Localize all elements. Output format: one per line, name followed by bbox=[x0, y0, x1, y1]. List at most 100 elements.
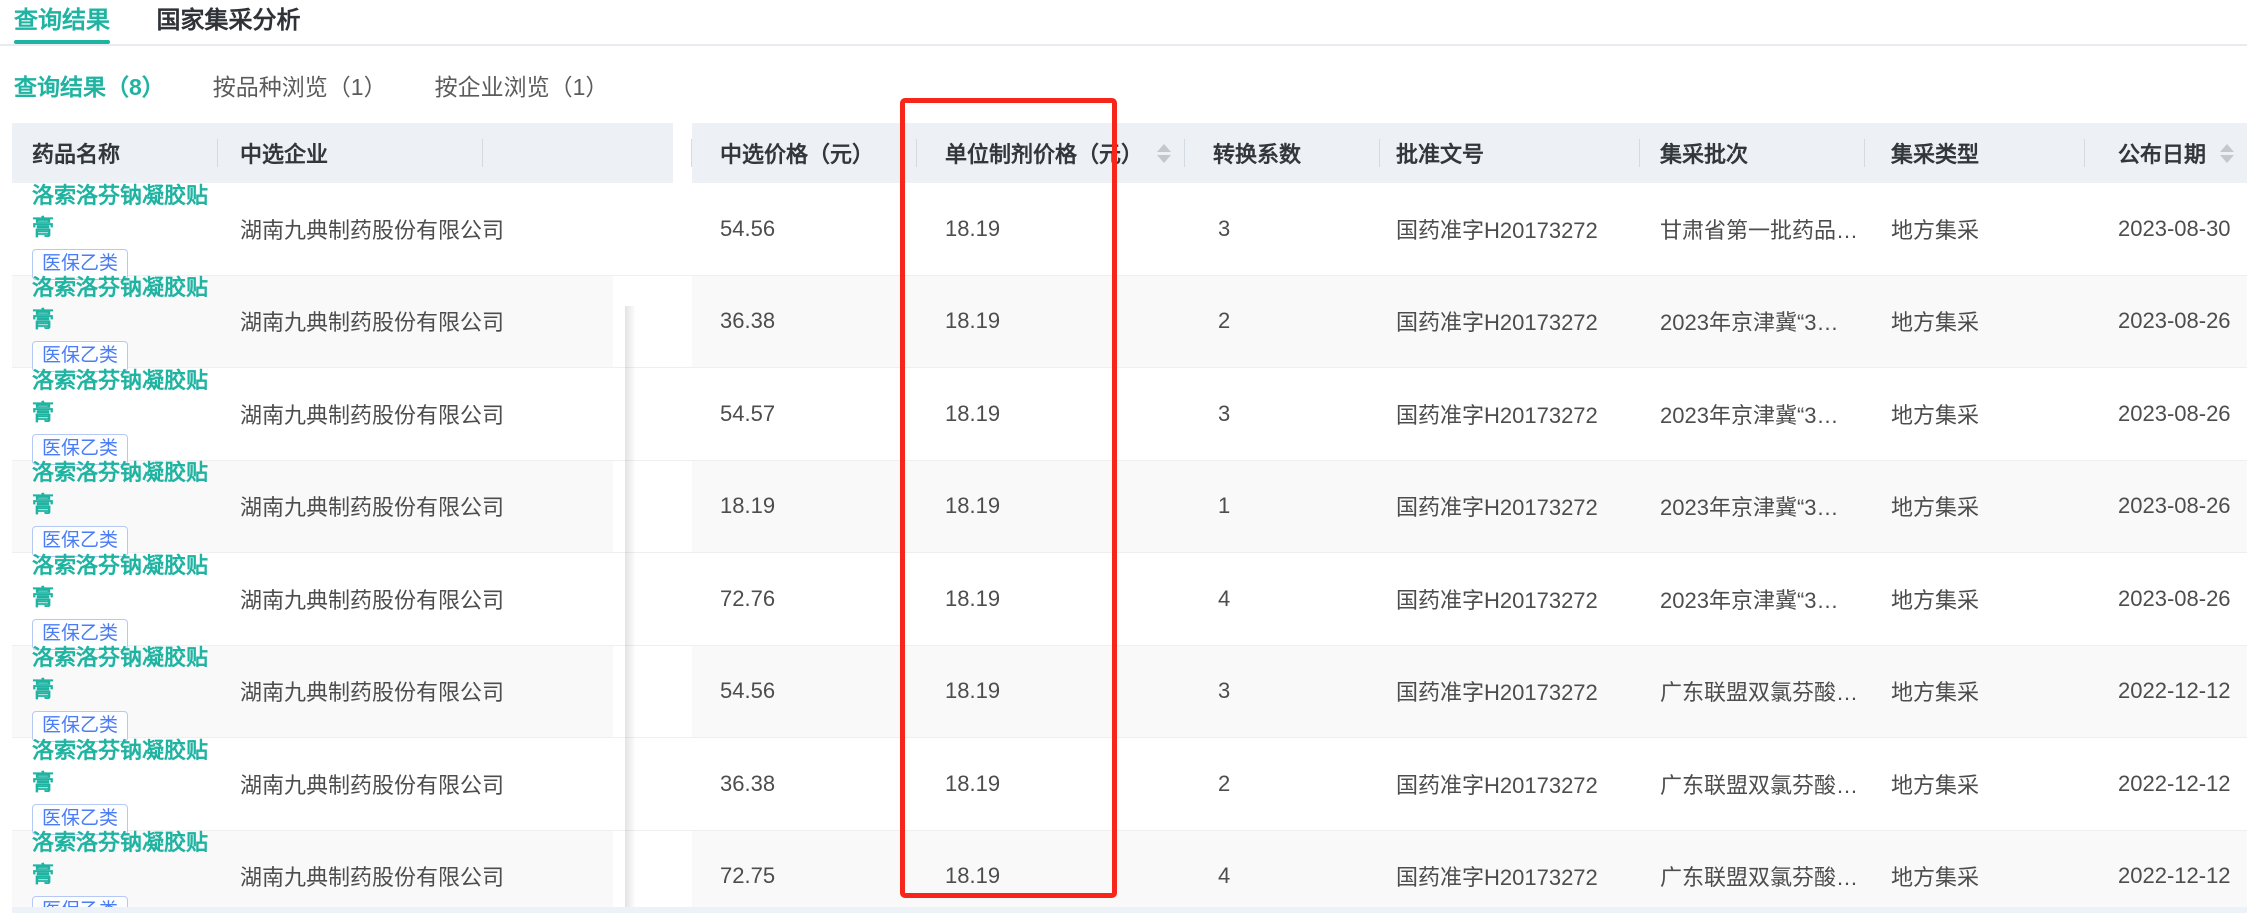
drug-name-link[interactable]: 洛索洛芬钠凝胶贴膏 bbox=[32, 737, 209, 795]
drug-name-link[interactable]: 洛索洛芬钠凝胶贴膏 bbox=[32, 275, 209, 333]
drug-name-cell: 洛索洛芬钠凝胶贴膏 医保乙类 bbox=[12, 183, 218, 280]
drug-name-cell: 洛索洛芬钠凝胶贴膏 医保乙类 bbox=[12, 645, 218, 743]
winning-price-cell: 54.56 bbox=[720, 215, 776, 241]
tab-query-results[interactable]: 查询结果 bbox=[14, 0, 110, 44]
drug-name-link[interactable]: 洛索洛芬钠凝胶贴膏 bbox=[32, 645, 209, 703]
approval-number-cell: 国药准字H20173272 bbox=[1396, 402, 1598, 428]
conversion-factor-cell: 4 bbox=[1218, 863, 1231, 889]
procurement-type-cell: 地方集采 bbox=[1891, 217, 1980, 243]
col-header-unit-dosage-price[interactable]: 单位制剂价格（元） bbox=[917, 123, 1185, 183]
header-filler bbox=[483, 123, 613, 183]
col-header-procurement-batch: 集采批次 bbox=[1640, 123, 1865, 183]
winning-price-cell: 18.19 bbox=[720, 493, 776, 519]
insurance-class-badge: 医保乙类 bbox=[32, 341, 129, 373]
scroll-gap-cell bbox=[613, 460, 692, 552]
subtab-browse-by-variety[interactable]: 按品种浏览（1） bbox=[212, 73, 387, 100]
winning-company-cell: 湖南九典制药股份有限公司 bbox=[240, 680, 505, 706]
publish-date-cell: 2023-08-26 bbox=[2118, 400, 2231, 426]
approval-number-cell: 国药准字H20173272 bbox=[1396, 680, 1598, 706]
unit-dosage-price-cell: 18.19 bbox=[945, 215, 1001, 241]
unit-dosage-price-cell: 18.19 bbox=[945, 863, 1001, 889]
subtab-query-results[interactable]: 查询结果（8） bbox=[14, 73, 165, 100]
drug-name-link[interactable]: 洛索洛芬钠凝胶贴膏 bbox=[32, 183, 209, 240]
insurance-class-badge: 医保乙类 bbox=[32, 618, 129, 650]
sort-control-unit-price[interactable] bbox=[1157, 143, 1172, 163]
drug-name-cell: 洛索洛芬钠凝胶贴膏 医保乙类 bbox=[12, 553, 218, 650]
scroll-gap-cell bbox=[613, 275, 692, 367]
approval-number-cell: 国药准字H20173272 bbox=[1396, 310, 1598, 336]
tab-national-procurement-analysis[interactable]: 国家集采分析 bbox=[156, 7, 301, 34]
drug-name-link[interactable]: 洛索洛芬钠凝胶贴膏 bbox=[32, 830, 209, 888]
approval-number-cell: 国药准字H20173272 bbox=[1396, 865, 1598, 891]
col-header-winning-price: 中选价格（元） bbox=[692, 123, 917, 183]
procurement-batch-cell: 2023年京津冀“3… bbox=[1660, 587, 1839, 613]
procurement-type-cell: 地方集采 bbox=[1891, 865, 1980, 891]
insurance-class-badge: 医保乙类 bbox=[32, 803, 129, 835]
caret-down-icon bbox=[1157, 154, 1172, 163]
winning-price-cell: 54.56 bbox=[720, 678, 776, 704]
procurement-batch-cell: 甘肃省第一批药品… bbox=[1660, 217, 1859, 243]
drug-name-link[interactable]: 洛索洛芬钠凝胶贴膏 bbox=[32, 367, 209, 425]
publish-date-cell: 2023-08-26 bbox=[2118, 493, 2231, 519]
approval-number-cell: 国药准字H20173272 bbox=[1396, 217, 1598, 243]
unit-dosage-price-cell: 18.19 bbox=[945, 493, 1001, 519]
col-header-unit-dosage-price-label: 单位制剂价格（元） bbox=[945, 142, 1144, 167]
table-row: 洛索洛芬钠凝胶贴膏 医保乙类 湖南九典制药股份有限公司 18.19 18.19 … bbox=[12, 460, 2247, 558]
publish-date-cell: 2023-08-26 bbox=[2118, 308, 2231, 334]
winning-company-cell: 湖南九典制药股份有限公司 bbox=[240, 772, 505, 798]
approval-number-cell: 国药准字H20173272 bbox=[1396, 495, 1598, 521]
unit-dosage-price-cell: 18.19 bbox=[945, 400, 1001, 426]
results-table: 药品名称 中选企业 中选价格（元） 单位制剂价格（元） 转换系数 批准文号 集采… bbox=[12, 123, 2247, 913]
conversion-factor-cell: 1 bbox=[1218, 493, 1231, 519]
caret-down-icon bbox=[2220, 154, 2235, 163]
procurement-type-cell: 地方集采 bbox=[1891, 772, 1980, 798]
winning-company-cell: 湖南九典制药股份有限公司 bbox=[240, 217, 505, 243]
insurance-class-badge: 医保乙类 bbox=[32, 526, 129, 558]
table-body: 洛索洛芬钠凝胶贴膏 医保乙类 湖南九典制药股份有限公司 54.56 18.19 … bbox=[12, 183, 2247, 913]
unit-dosage-price-cell: 18.19 bbox=[945, 308, 1001, 334]
caret-up-icon bbox=[1157, 143, 1172, 152]
winning-price-cell: 54.57 bbox=[720, 400, 776, 426]
table-row: 洛索洛芬钠凝胶贴膏 医保乙类 湖南九典制药股份有限公司 72.75 18.19 … bbox=[12, 830, 2247, 913]
publish-date-cell: 2022-12-12 bbox=[2118, 770, 2231, 796]
approval-number-cell: 国药准字H20173272 bbox=[1396, 772, 1598, 798]
winning-company-cell: 湖南九典制药股份有限公司 bbox=[240, 402, 505, 428]
col-header-procurement-type: 集采类型 bbox=[1865, 123, 2085, 183]
table-row: 洛索洛芬钠凝胶贴膏 医保乙类 湖南九典制药股份有限公司 54.56 18.19 … bbox=[12, 183, 2247, 280]
conversion-factor-cell: 2 bbox=[1218, 308, 1231, 334]
subtab-browse-by-company[interactable]: 按企业浏览（1） bbox=[434, 73, 609, 100]
table-row: 洛索洛芬钠凝胶贴膏 医保乙类 湖南九典制药股份有限公司 54.57 18.19 … bbox=[12, 368, 2247, 465]
scroll-gap-cell bbox=[613, 553, 692, 645]
sort-control-publish-date[interactable] bbox=[2220, 143, 2235, 163]
winning-company-cell: 湖南九典制药股份有限公司 bbox=[240, 587, 505, 613]
procurement-batch-cell: 2023年京津冀“3… bbox=[1660, 402, 1839, 428]
scroll-gap-cell bbox=[613, 368, 692, 460]
drug-name-cell: 洛索洛芬钠凝胶贴膏 医保乙类 bbox=[12, 830, 218, 913]
winning-company-cell: 湖南九典制药股份有限公司 bbox=[240, 495, 505, 521]
procurement-batch-cell: 广东联盟双氯芬酸… bbox=[1660, 772, 1859, 798]
header-scroll-gap bbox=[673, 123, 692, 183]
horizontal-scrollbar-track[interactable] bbox=[12, 907, 2247, 913]
drug-name-cell: 洛索洛芬钠凝胶贴膏 医保乙类 bbox=[12, 275, 218, 373]
conversion-factor-cell: 3 bbox=[1218, 678, 1231, 704]
drug-name-cell: 洛索洛芬钠凝胶贴膏 医保乙类 bbox=[12, 368, 218, 465]
col-header-approval-number: 批准文号 bbox=[1380, 123, 1640, 183]
col-header-publish-date[interactable]: 公布日期 bbox=[2085, 123, 2247, 183]
drug-name-cell: 洛索洛芬钠凝胶贴膏 医保乙类 bbox=[12, 738, 218, 835]
sub-tab-bar: 查询结果（8） 按品种浏览（1） 按企业浏览（1） bbox=[0, 46, 2247, 123]
publish-date-cell: 2023-08-30 bbox=[2118, 215, 2231, 241]
table-row: 洛索洛芬钠凝胶贴膏 医保乙类 湖南九典制药股份有限公司 72.76 18.19 … bbox=[12, 553, 2247, 650]
insurance-class-badge: 医保乙类 bbox=[32, 711, 129, 743]
drug-name-cell: 洛索洛芬钠凝胶贴膏 医保乙类 bbox=[12, 460, 218, 558]
drug-name-link[interactable]: 洛索洛芬钠凝胶贴膏 bbox=[32, 552, 209, 610]
winning-company-cell: 湖南九典制药股份有限公司 bbox=[240, 310, 505, 336]
procurement-batch-cell: 广东联盟双氯芬酸… bbox=[1660, 680, 1859, 706]
header-filler-2 bbox=[613, 123, 673, 183]
drug-name-link[interactable]: 洛索洛芬钠凝胶贴膏 bbox=[32, 460, 209, 518]
winning-price-cell: 72.76 bbox=[720, 585, 776, 611]
conversion-factor-cell: 3 bbox=[1218, 215, 1231, 241]
scroll-gap-cell bbox=[613, 738, 692, 830]
caret-up-icon bbox=[2220, 143, 2235, 152]
procurement-type-cell: 地方集采 bbox=[1891, 495, 1980, 521]
